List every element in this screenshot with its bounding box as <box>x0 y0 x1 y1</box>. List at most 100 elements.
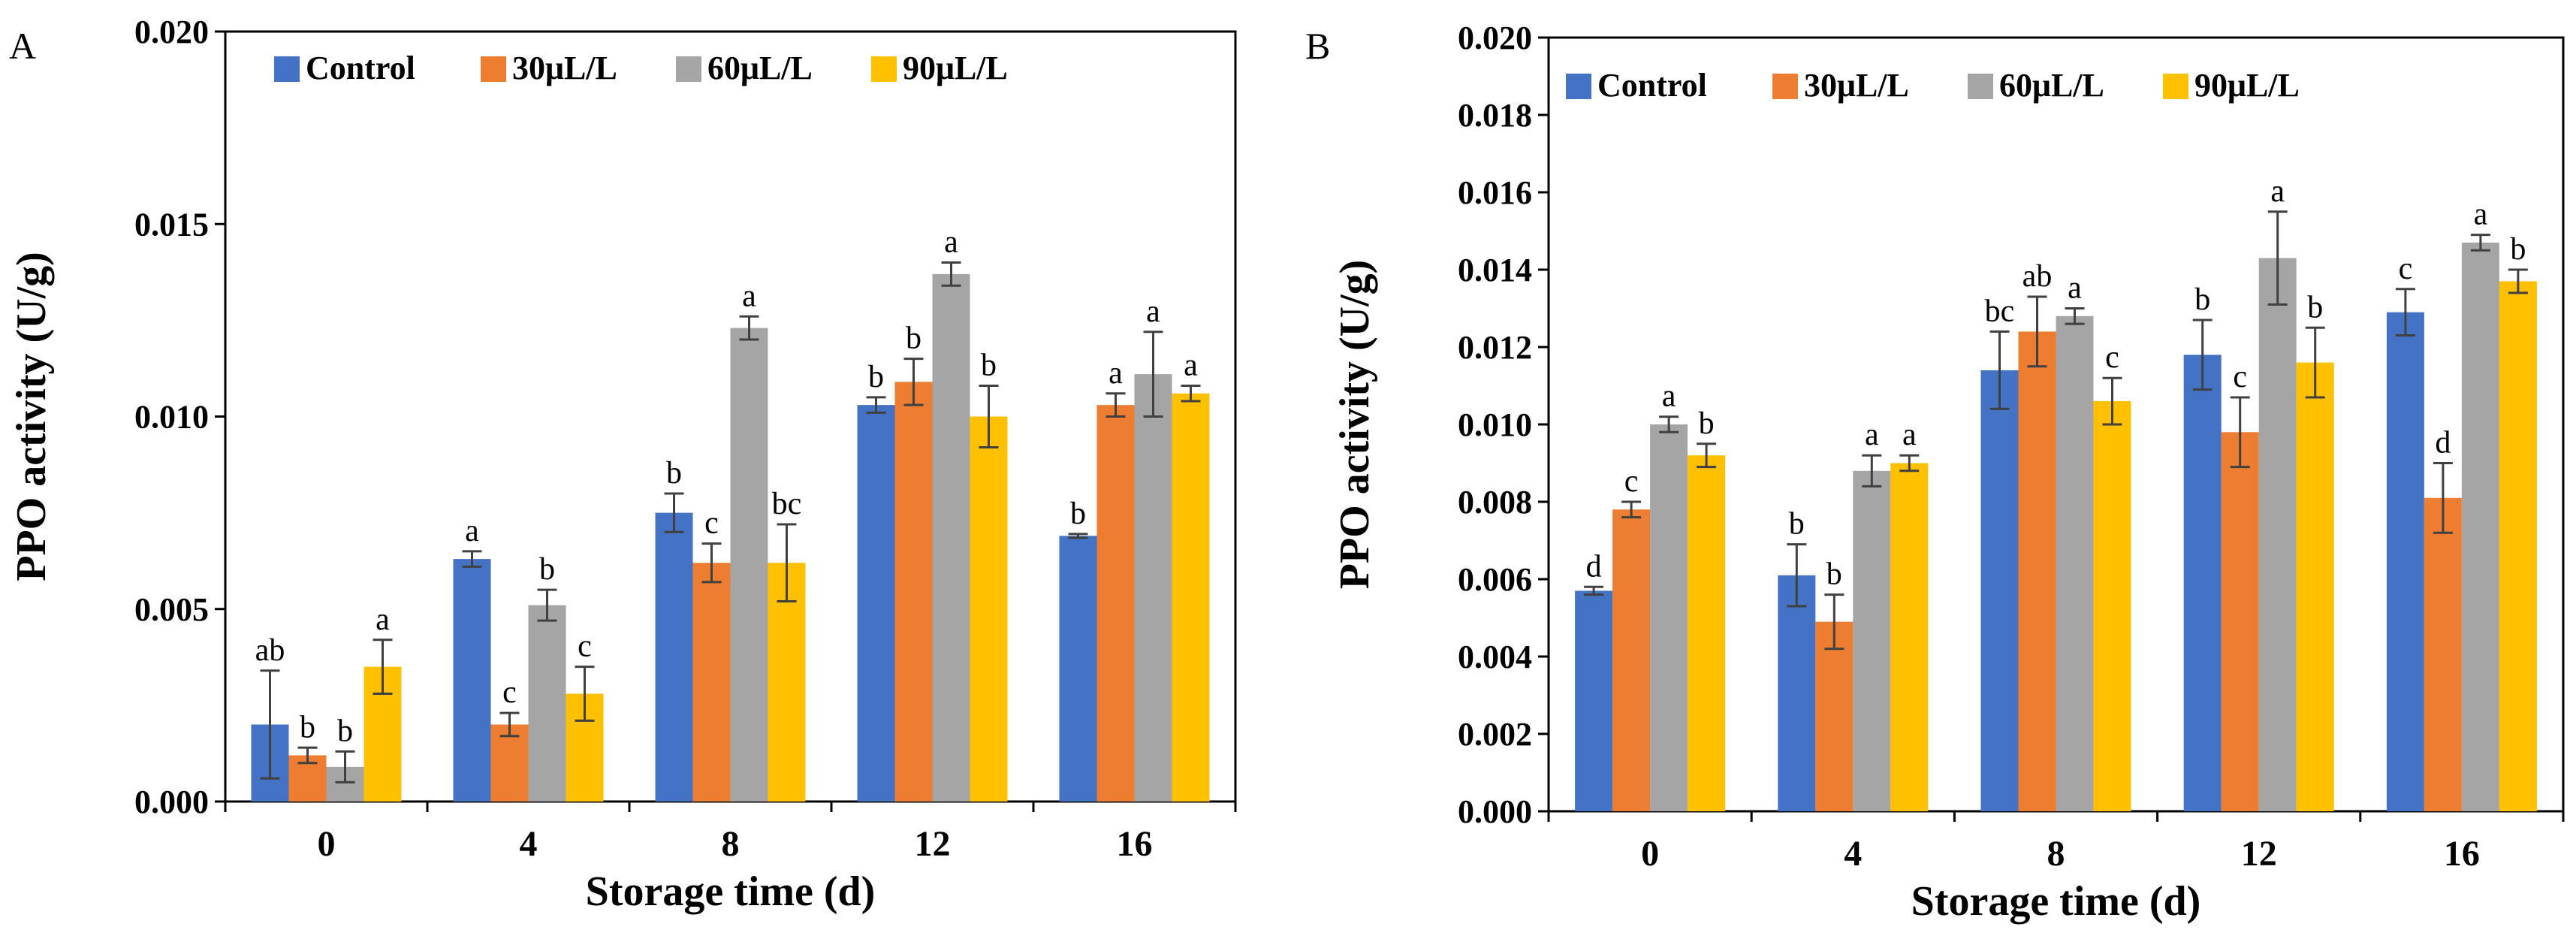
bar <box>1890 463 1929 811</box>
bar <box>1815 621 1854 811</box>
x-tick-label: 4 <box>520 824 538 864</box>
significance-label: c <box>2233 360 2247 394</box>
y-tick-label: 0.018 <box>1458 97 1532 134</box>
significance-label: b <box>300 710 315 744</box>
legend-label: 30μL/L <box>512 50 617 86</box>
y-axis-title: PPO activity (U/g) <box>1332 260 1378 590</box>
significance-label: bc <box>772 487 802 521</box>
y-tick-label: 0.005 <box>134 591 209 628</box>
y-tick-label: 0.020 <box>134 14 209 50</box>
bar <box>2499 281 2537 811</box>
bar <box>2258 258 2297 811</box>
significance-label: ab <box>255 633 285 668</box>
significance-label: c <box>1624 464 1639 499</box>
significance-label: c <box>2399 252 2413 286</box>
significance-label: b <box>2510 232 2526 267</box>
bar <box>970 416 1008 802</box>
x-tick-label: 16 <box>1117 824 1153 864</box>
bar <box>1134 374 1172 802</box>
legend-swatch <box>1566 74 1591 99</box>
y-tick-label: 0.020 <box>1458 20 1532 56</box>
x-axis-title: Storage time (d) <box>586 868 876 915</box>
bar <box>1688 455 1726 811</box>
y-tick-label: 0.000 <box>1458 793 1532 830</box>
y-tick-label: 0.014 <box>1458 252 1532 288</box>
bar <box>2183 355 2222 811</box>
significance-label: b <box>666 456 682 491</box>
significance-label: b <box>2307 290 2323 325</box>
significance-label: a <box>2270 174 2285 209</box>
significance-label: b <box>1070 497 1086 531</box>
significance-label: ab <box>2022 259 2053 294</box>
legend-label: 90μL/L <box>903 50 1008 86</box>
bar <box>1575 590 1613 811</box>
significance-label: a <box>1146 294 1160 329</box>
bar <box>894 382 933 802</box>
significance-label: a <box>742 279 756 313</box>
bar <box>1096 405 1135 802</box>
significance-label: a <box>1184 349 1198 383</box>
x-tick-label: 8 <box>722 824 740 864</box>
y-tick-label: 0.016 <box>1458 174 1532 211</box>
legend-label: 30μL/L <box>1804 67 1909 104</box>
bar <box>1650 424 1688 811</box>
x-tick-label: 0 <box>318 824 336 864</box>
bar <box>528 605 566 802</box>
significance-label: b <box>1789 507 1805 542</box>
significance-label: a <box>944 225 958 260</box>
x-tick-label: 16 <box>2444 834 2480 874</box>
bar <box>1778 575 1816 811</box>
bar <box>1172 393 1210 802</box>
significance-label: a <box>1662 379 1676 414</box>
legend-swatch <box>1772 74 1798 99</box>
y-tick-label: 0.002 <box>1458 716 1532 753</box>
significance-label: b <box>906 322 922 356</box>
legend-label: 90μL/L <box>2194 67 2300 104</box>
significance-label: b <box>539 552 555 587</box>
legend-swatch <box>1968 74 1993 99</box>
significance-label: d <box>1586 549 1602 584</box>
legend-swatch <box>481 56 506 82</box>
panel-a: A 0.000 0.005 0.010 0.015 0.020 0 4 8 12 16 Storage… <box>8 14 1237 915</box>
significance-label: a <box>1109 356 1123 391</box>
significance-label: c <box>502 675 517 710</box>
significance-label: a <box>465 514 479 548</box>
significance-label: c <box>2105 340 2119 375</box>
x-axis-title: Storage time (d) <box>1911 878 2201 925</box>
significance-label: a <box>2068 271 2082 306</box>
legend-label: Control <box>306 50 415 86</box>
significance-label: b <box>2194 282 2210 317</box>
y-tick-label: 0.010 <box>1458 406 1532 443</box>
y-axis-title: PPO activity (U/g) <box>8 252 55 581</box>
x-tick-label: 8 <box>2047 834 2065 874</box>
panel-letter: A <box>9 25 36 67</box>
significance-label: a <box>1902 418 1917 452</box>
legend-label: 60μL/L <box>707 50 813 86</box>
bar <box>1980 370 2019 811</box>
bar <box>2018 331 2056 811</box>
y-tick-label: 0.015 <box>134 206 209 243</box>
legend-label: Control <box>1597 67 1707 104</box>
legend-swatch <box>2163 74 2188 99</box>
significance-label: b <box>337 714 353 748</box>
significance-label: d <box>2435 426 2451 460</box>
x-tick-label: 0 <box>1641 834 1659 874</box>
significance-label: b <box>1699 406 1715 441</box>
bar <box>453 559 491 802</box>
significance-label: c <box>578 629 592 664</box>
legend-swatch <box>676 56 701 82</box>
bar <box>2093 401 2131 811</box>
legend-swatch <box>871 56 897 82</box>
y-tick-label: 0.000 <box>134 783 209 820</box>
legend-swatch <box>274 56 300 82</box>
y-tick-label: 0.010 <box>134 399 209 436</box>
significance-label: bc <box>1985 294 2015 328</box>
bar <box>692 563 731 802</box>
bar <box>655 512 693 802</box>
y-tick-label: 0.006 <box>1458 561 1532 598</box>
y-tick-label: 0.008 <box>1458 484 1532 521</box>
y-tick-label: 0.012 <box>1458 329 1532 366</box>
bar <box>932 273 970 802</box>
y-tick-label: 0.004 <box>1458 639 1532 675</box>
